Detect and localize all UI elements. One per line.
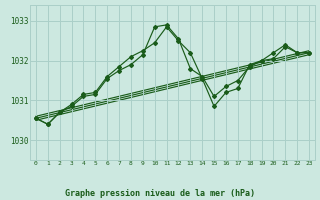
Text: Graphe pression niveau de la mer (hPa): Graphe pression niveau de la mer (hPa) — [65, 189, 255, 198]
